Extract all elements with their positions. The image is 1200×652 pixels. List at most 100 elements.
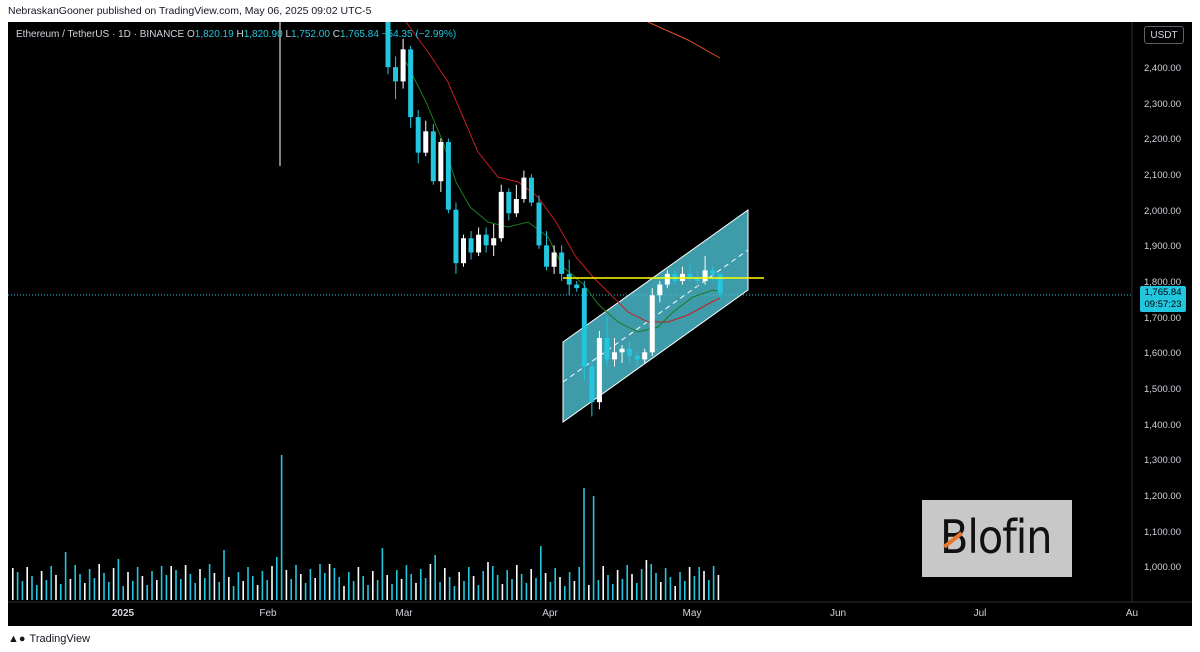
volume-bar — [636, 583, 638, 600]
volume-bar — [151, 571, 153, 600]
candle-body — [438, 142, 444, 182]
x-axis: 2025 Feb Mar Apr May Jun Jul Au — [112, 608, 1138, 619]
volume-bar — [352, 581, 355, 600]
volume-bar — [568, 572, 571, 600]
volume-bar — [256, 585, 259, 600]
candle-body — [491, 238, 497, 246]
volume-bar — [247, 567, 249, 600]
volume-bar — [607, 575, 609, 600]
symbol-legend: Ethereum / TetherUS · 1D · BINANCE O1,82… — [16, 29, 456, 40]
volume-bar — [290, 579, 292, 600]
volume-bar — [453, 586, 456, 600]
volume-bar — [376, 580, 379, 600]
channel-midline — [562, 249, 749, 383]
volume-bar — [170, 566, 172, 600]
candle-body — [717, 273, 723, 294]
volume-bar — [314, 578, 316, 600]
volume-bar — [410, 574, 412, 600]
x-tick: Jun — [830, 608, 846, 619]
x-tick: Feb — [259, 608, 277, 619]
volume-bar — [448, 577, 451, 600]
volume-bar — [156, 580, 158, 600]
candle-body — [385, 22, 391, 68]
volume-bar — [396, 570, 398, 600]
y-tick: 1,400.00 — [1144, 420, 1181, 431]
volume-bar — [679, 572, 681, 600]
volume-bar — [559, 577, 561, 600]
volume-bar — [343, 586, 345, 600]
tradingview-logo[interactable]: ▲● TradingView — [8, 633, 90, 645]
candle-body — [476, 234, 482, 253]
volume-bar — [544, 573, 547, 600]
volume-bar — [669, 577, 672, 600]
tradingview-logo-icon: ▲● — [8, 633, 26, 645]
volume-bar — [127, 572, 129, 600]
volume-bar — [693, 576, 696, 600]
volume-bar — [429, 564, 432, 600]
volume-bars — [12, 455, 720, 600]
volume-bar — [717, 575, 720, 600]
volume-bar — [319, 564, 321, 600]
volume-bar — [79, 574, 81, 600]
volume-bar — [372, 571, 374, 600]
volume-bar — [520, 574, 523, 600]
high-value: 1,820.90 — [243, 29, 283, 40]
volume-bar — [573, 581, 576, 600]
volume-bar — [482, 571, 484, 600]
candle-body — [521, 177, 527, 200]
candle-body — [544, 245, 550, 267]
volume-bar — [338, 577, 340, 600]
x-tick: Mar — [395, 608, 413, 619]
candle-body — [400, 49, 406, 82]
volume-bar — [45, 580, 48, 600]
volume-bar — [391, 584, 393, 600]
volume-bar — [189, 574, 192, 600]
volume-bar — [496, 575, 499, 600]
open-value: 1,820.19 — [194, 29, 234, 40]
volume-bar — [309, 569, 312, 600]
candle-body — [664, 273, 670, 285]
candle-body — [649, 295, 655, 353]
volume-bar — [136, 567, 139, 600]
x-tick: Au — [1126, 608, 1138, 619]
candle-body — [695, 277, 701, 281]
y-tick: 1,700.00 — [1144, 313, 1181, 324]
volume-bar — [650, 564, 652, 600]
candle-body — [415, 117, 421, 153]
volume-bar — [98, 564, 100, 600]
volume-bar — [141, 576, 144, 600]
footer: ▲● TradingView — [0, 626, 1200, 652]
y-tick: 2,200.00 — [1144, 134, 1181, 145]
candle-body — [710, 270, 716, 274]
currency-button[interactable]: USDT — [1144, 26, 1184, 44]
volume-bar — [362, 576, 364, 600]
volume-bar — [194, 583, 196, 600]
bar-countdown: 09:57:23 — [1144, 299, 1182, 310]
volume-bar — [112, 568, 115, 600]
volume-bar — [386, 575, 388, 600]
parallel-channel[interactable] — [562, 209, 749, 423]
volume-bar — [36, 585, 38, 600]
volume-bar — [31, 576, 33, 600]
y-tick: 1,200.00 — [1144, 491, 1181, 502]
volume-bar — [458, 572, 460, 600]
volume-bar — [304, 583, 307, 600]
volume-bar — [535, 578, 537, 600]
volume-bar — [184, 565, 187, 600]
volume-bar — [117, 559, 120, 600]
x-tick: 2025 — [112, 608, 135, 619]
volume-bar — [266, 580, 268, 600]
volume-bar — [492, 566, 494, 600]
volume-bar — [621, 579, 624, 600]
volume-bar — [146, 585, 148, 600]
volume-bar — [357, 567, 360, 600]
candle-body — [468, 238, 474, 253]
y-tick: 2,300.00 — [1144, 99, 1181, 110]
volume-bar — [16, 572, 19, 600]
chart-panel[interactable]: 2,400.00 2,300.00 2,200.00 2,100.00 2,00… — [8, 22, 1192, 626]
volume-bar — [549, 582, 552, 600]
volume-bar — [55, 575, 57, 600]
candle-body — [551, 252, 557, 267]
volume-bar — [93, 578, 96, 600]
price-chart[interactable]: 2,400.00 2,300.00 2,200.00 2,100.00 2,00… — [8, 22, 1192, 626]
